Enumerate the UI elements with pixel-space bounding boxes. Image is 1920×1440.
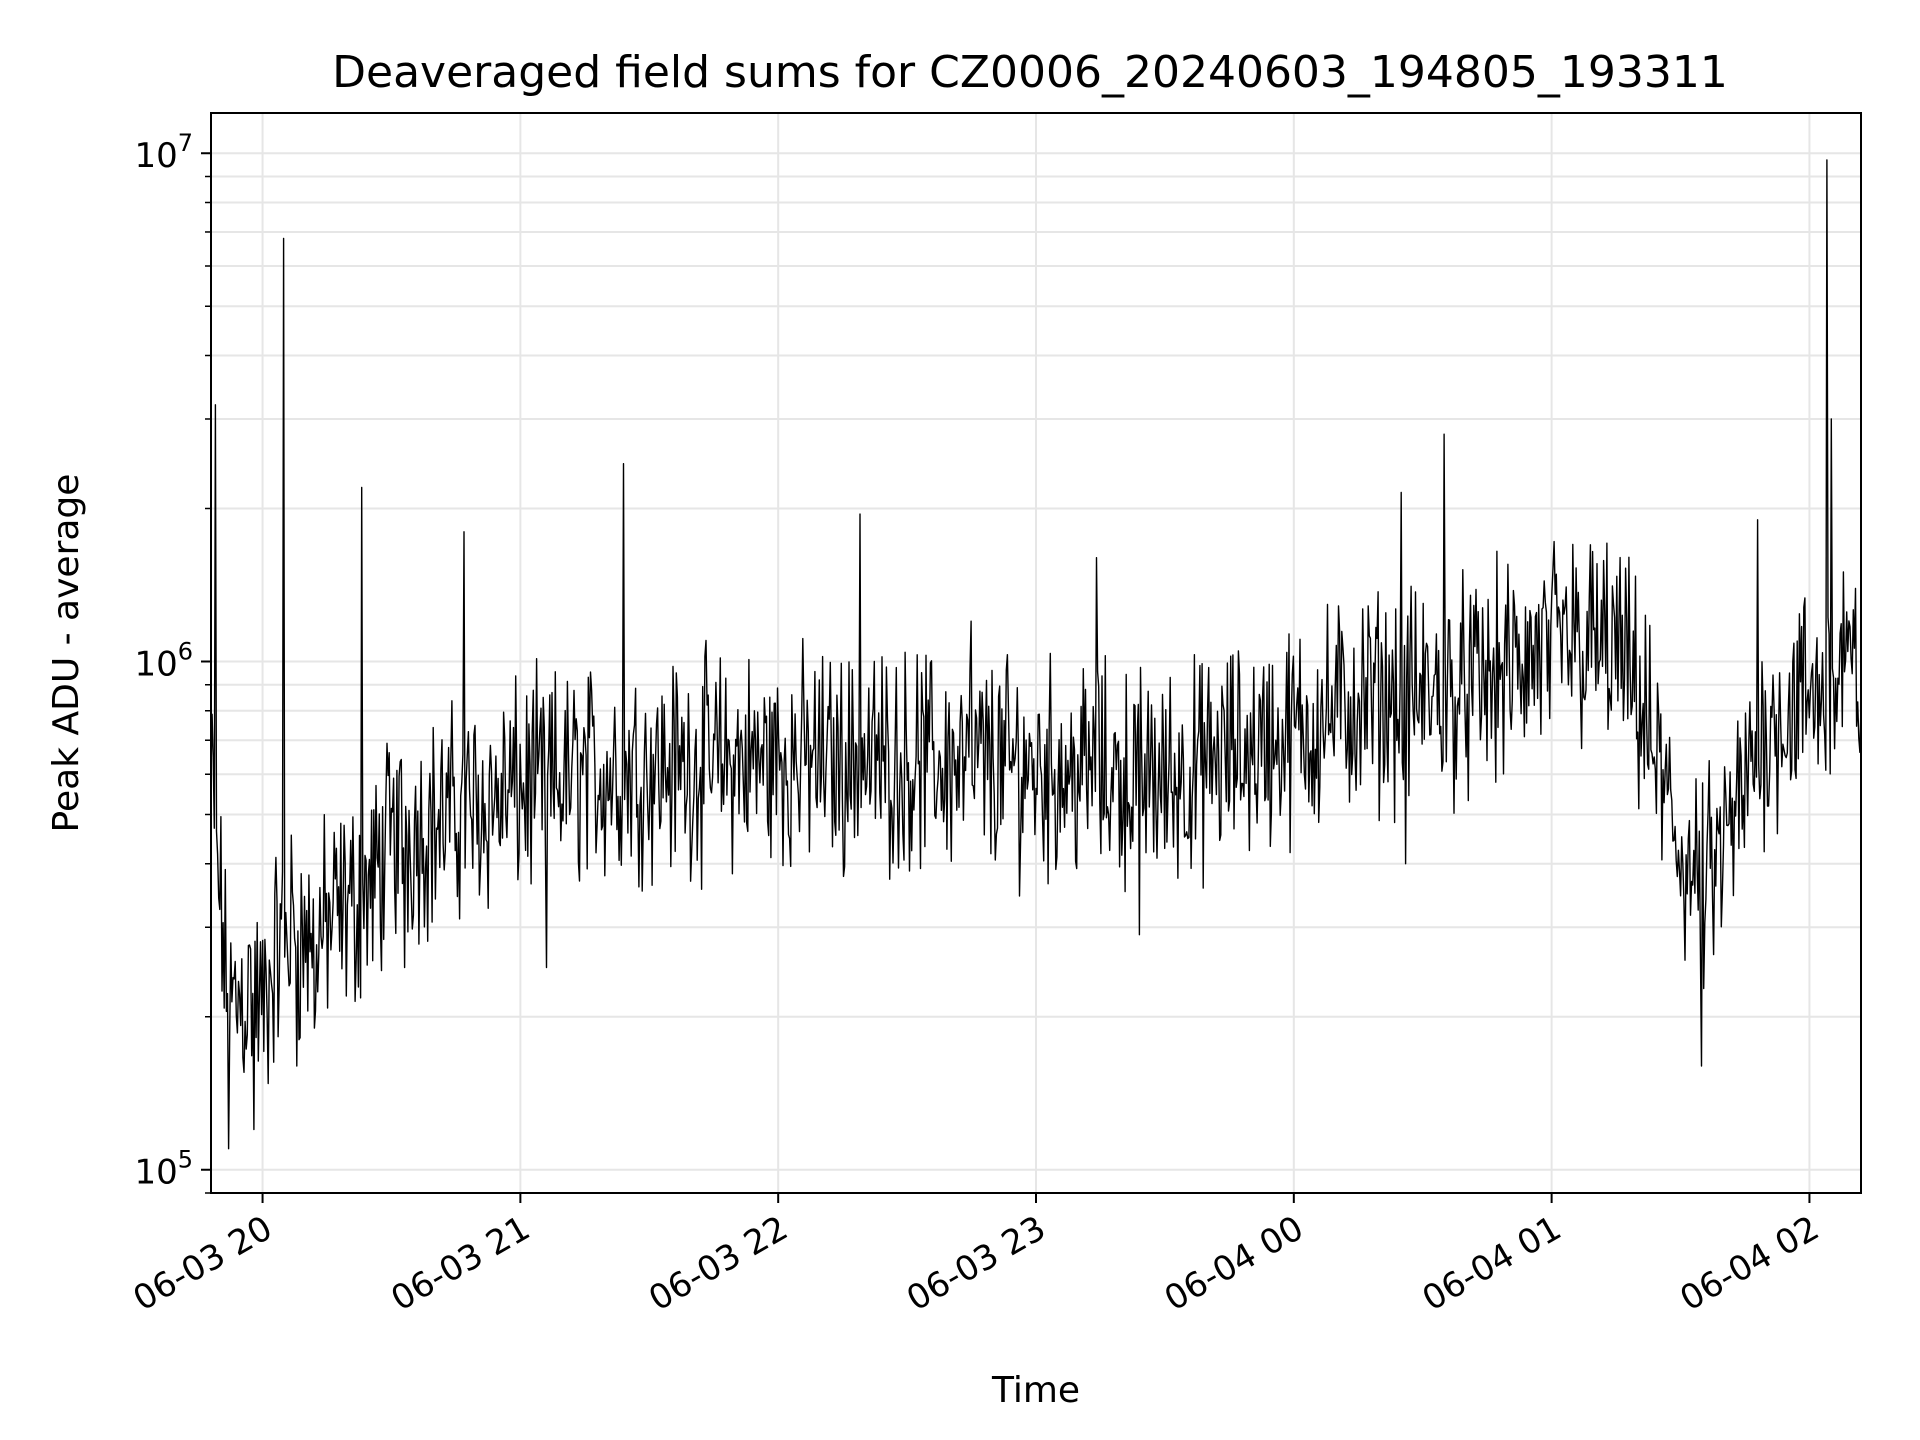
y-tick-label: 105 bbox=[134, 1146, 193, 1193]
y-tick-label: 107 bbox=[134, 129, 193, 176]
series-line bbox=[210, 159, 1862, 1150]
y-tick-label: 106 bbox=[134, 637, 193, 684]
y-axis-label: Peak ADU - average bbox=[46, 474, 87, 833]
series-group bbox=[210, 159, 1862, 1150]
grid bbox=[211, 113, 1861, 1194]
x-axis-label: Time bbox=[991, 1370, 1080, 1411]
y-axis: 105 106 107 bbox=[134, 129, 211, 1194]
chart-title: Deaveraged field sums for CZ0006_2024060… bbox=[332, 47, 1728, 98]
